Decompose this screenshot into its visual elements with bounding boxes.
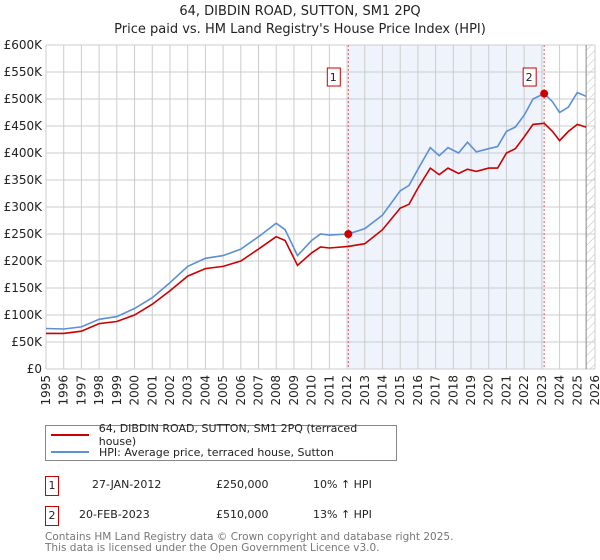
transaction-price: £510,000 [216,508,269,521]
legend-item-property: 64, DIBDIN ROAD, SUTTON, SM1 2PQ (terrac… [51,422,396,448]
y-tick-label: £300K [4,200,44,214]
y-tick-label: £400K [4,146,44,160]
hpi-line [46,122,587,335]
x-tick-label: 2011 [322,375,336,406]
sale-label: 2 [526,71,533,84]
transaction-date: 20-FEB-2023 [79,508,150,521]
transaction-badge: 2 [45,506,59,526]
legend-swatch-property [51,434,89,436]
y-tick-label: £600K [4,38,44,52]
footer-copyright: Contains HM Land Registry data © Crown c… [45,531,454,543]
property-price-line [45,91,587,330]
x-tick-label: 2003 [181,375,195,406]
x-tick-label: 1998 [92,375,106,406]
x-tick-label: 1996 [57,375,71,406]
x-tick-label: 2015 [393,375,407,406]
transaction-hpi-diff: 13% ↑ HPI [313,508,372,521]
y-tick-label: £550K [4,65,44,79]
chart-subtitle: Price paid vs. HM Land Registry's House … [114,22,486,37]
y-tick-label: £350K [4,173,44,187]
x-tick-label: 2022 [517,375,531,406]
x-tick-label: 2023 [535,375,549,406]
x-tick-label: 2020 [482,375,496,406]
x-tick-label: 1999 [110,375,124,406]
x-tick-label: 2012 [340,375,354,406]
sale-point [540,89,549,98]
x-tick-label: 2025 [570,375,584,406]
x-tick-label: 2001 [145,375,159,406]
y-tick-label: £0 [27,362,42,376]
y-tick-label: £500K [4,92,44,106]
x-tick-label: 2007 [252,375,266,406]
legend-item-hpi: HPI: Average price, terraced house, Sutt… [51,443,334,461]
x-tick-label: 2005 [216,375,230,406]
x-tick-label: 2000 [128,375,142,406]
x-tick-label: 2019 [464,375,478,406]
transaction-date: 27-JAN-2012 [92,478,162,491]
x-tick-label: 2024 [553,375,567,406]
sale-label-box [326,67,341,87]
transaction-badge: 1 [45,476,59,496]
x-tick-label: 1997 [74,375,88,406]
x-tick-label: 2021 [499,375,513,406]
x-tick-label: 2004 [198,375,212,406]
legend: 64, DIBDIN ROAD, SUTTON, SM1 2PQ (terrac… [45,422,397,461]
x-tick-label: 2006 [234,375,248,406]
y-tick-label: £250K [4,227,44,241]
x-tick-label: 2002 [163,375,177,406]
y-tick-label: £50K [11,335,43,349]
legend-swatch-hpi [51,451,89,453]
x-tick-label: 2010 [305,375,319,406]
y-tick-label: £150K [4,281,44,295]
x-tick-label: 2014 [375,375,389,406]
y-tick-label: £200K [4,254,44,268]
x-tick-label: 2009 [287,375,301,406]
chart-title: 64, DIBDIN ROAD, SUTTON, SM1 2PQ [179,4,421,19]
x-tick-label: 2016 [411,375,425,406]
x-tick-label: 2008 [269,375,283,406]
legend-label-property: 64, DIBDIN ROAD, SUTTON, SM1 2PQ (terrac… [98,422,358,448]
transaction-hpi-diff: 10% ↑ HPI [313,478,372,491]
price-chart: 1995 1996 1997 1998 1999 2000 2001 2002 2003 2004… [4,38,600,406]
footer-licence: This data is licensed under the Open Gov… [45,542,380,554]
x-tick-label: 2018 [446,375,460,406]
x-tick-label: 2017 [429,375,443,406]
x-tick-label: 1995 [39,375,53,406]
sale-point [344,230,353,238]
legend-label-hpi: HPI: Average price, terraced house, Sutt… [99,445,334,459]
x-tick-label: 2026 [588,375,600,406]
sale-label: 1 [330,71,337,84]
transaction-price: £250,000 [216,478,269,491]
sale-label-box [522,67,537,87]
y-tick-label: £450K [4,119,44,133]
y-tick-label: £100K [4,308,44,322]
x-tick-label: 2013 [358,375,372,406]
